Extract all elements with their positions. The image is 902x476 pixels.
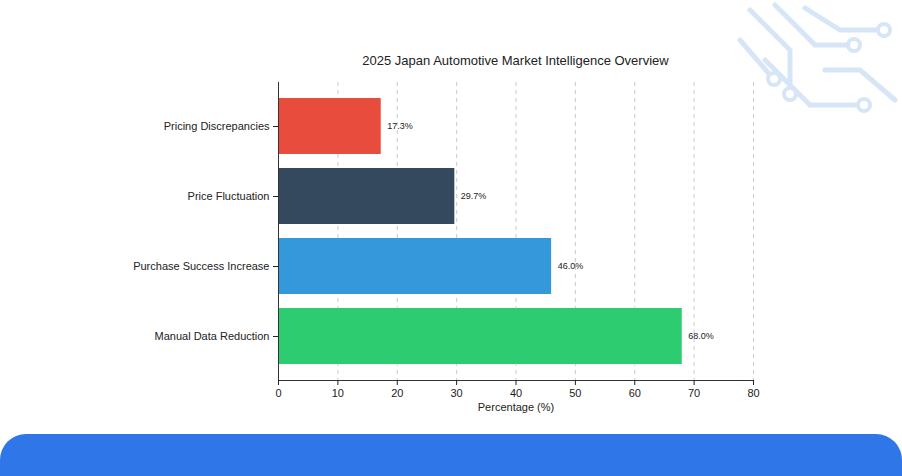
svg-text:17.3%: 17.3% [387,121,413,131]
svg-text:10: 10 [332,387,344,399]
svg-text:Manual Data Reduction: Manual Data Reduction [155,330,270,342]
svg-text:29.7%: 29.7% [461,191,487,201]
svg-text:46.0%: 46.0% [558,261,584,271]
svg-text:68.0%: 68.0% [688,331,714,341]
svg-text:Percentage (%): Percentage (%) [478,401,554,413]
svg-text:70: 70 [688,387,700,399]
svg-text:Purchase Success Increase: Purchase Success Increase [133,260,269,272]
html-text:2025 Japan Automotive Market I: 2025 Japan Automotive Market Intelligenc… [362,53,669,68]
svg-text:20: 20 [391,387,403,399]
svg-text:60: 60 [629,387,641,399]
svg-text:40: 40 [510,387,522,399]
svg-text:50: 50 [569,387,581,399]
svg-text:30: 30 [451,387,463,399]
svg-text:Pricing Discrepancies: Pricing Discrepancies [164,120,270,132]
svg-text:0: 0 [275,387,281,399]
svg-text:80: 80 [747,387,759,399]
svg-text:Price Fluctuation: Price Fluctuation [188,190,270,202]
